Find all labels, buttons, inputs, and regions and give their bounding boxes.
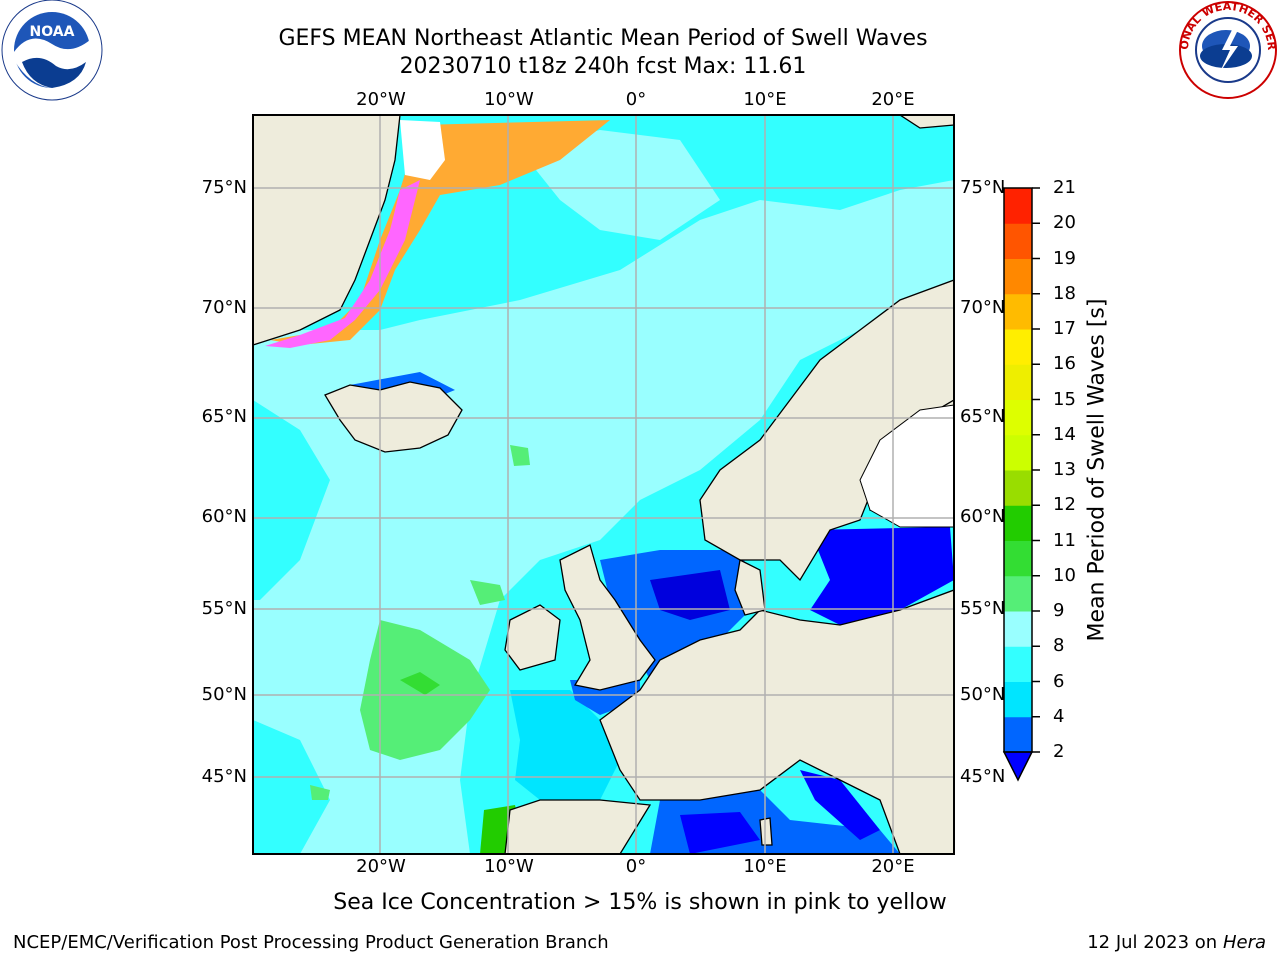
swell-region-9-10-b: [470, 580, 505, 605]
lat-label-left: 65°N: [201, 406, 247, 427]
swell-region-6-8-west: [253, 400, 330, 600]
colorbar-tick-label: 4: [1053, 705, 1065, 727]
colorbar-segment: [1004, 258, 1032, 295]
colorbar-tick-label: 21: [1053, 177, 1076, 198]
chart-subtitle: 20230710 t18z 240h fcst Max: 11.61: [399, 54, 807, 79]
lat-label-right: 75°N: [960, 177, 1006, 198]
swell-region-under2-med: [680, 812, 760, 854]
lon-label-top: 10°W: [484, 89, 534, 110]
colorbar-segment: [1004, 434, 1032, 471]
sea-ice-band-inner: [265, 180, 420, 348]
land-ireland: [504, 604, 561, 671]
land-svalbard: [898, 115, 954, 129]
lon-label-top: 20°W: [356, 89, 406, 110]
lat-label-right: 45°N: [960, 766, 1006, 787]
land-iceland: [324, 381, 463, 453]
sea-ice-white: [400, 120, 445, 180]
lat-label-left: 70°N: [201, 297, 247, 318]
noaa-logo-text: NOAA: [30, 24, 75, 40]
lat-label-left: 60°N: [201, 506, 247, 527]
footer-date-text: 12 Jul 2023 on: [1087, 932, 1223, 953]
lon-label-bottom: 20°W: [356, 856, 406, 877]
colorbar-segment: [1004, 681, 1032, 718]
colorbar-segment: [1004, 646, 1032, 682]
swell-region-8-9-north: [520, 130, 720, 240]
lat-label-right: 65°N: [960, 406, 1006, 427]
map-frame: [252, 114, 955, 855]
colorbar: [1002, 187, 1040, 782]
footer-date: 12 Jul 2023 on Hera: [1087, 932, 1266, 953]
graticule: [253, 115, 954, 854]
colorbar-segment: [1004, 540, 1032, 577]
land-great-britain: [559, 544, 656, 691]
colorbar-tick-label: 6: [1053, 670, 1065, 692]
land-corsica: [759, 817, 773, 846]
chart-title: GEFS MEAN Northeast Atlantic Mean Period…: [278, 26, 928, 51]
sea-ice-note: Sea Ice Concentration > 15% is shown in …: [333, 890, 947, 915]
colorbar-segment: [1004, 329, 1032, 365]
colorbar-tick-label: 2: [1053, 741, 1065, 762]
colorbar-tick-label: 14: [1053, 423, 1076, 445]
nws-logo: NATIONAL WEATHER SERVICE: [1176, 0, 1278, 99]
swell-region-9-10-d: [310, 785, 330, 800]
swell-region-under2-baltic: [810, 527, 954, 625]
land-greenland: [253, 115, 401, 346]
lon-label-top: 10°E: [743, 89, 787, 110]
land-iberia: [504, 799, 652, 854]
lat-label-right: 50°N: [960, 684, 1006, 705]
lat-label-left: 55°N: [201, 598, 247, 619]
colorbar-segment: [1004, 364, 1032, 400]
colorbar-tick-label: 12: [1053, 494, 1076, 516]
masked-region-bothnia: [859, 404, 954, 528]
footer-credit: NCEP/EMC/Verification Post Processing Pr…: [13, 932, 609, 953]
lat-label-left: 50°N: [201, 684, 247, 705]
swell-region-9-10-c: [510, 445, 530, 466]
colorbar-segment: [1004, 223, 1032, 259]
land-europe: [599, 589, 954, 854]
swell-region-under2-adriatic: [800, 770, 880, 840]
lon-label-top: 20°E: [871, 89, 915, 110]
colorbar-tick-label: 8: [1053, 635, 1065, 657]
noaa-logo: NOAA: [1, 0, 103, 101]
lon-label-top: 0°: [625, 89, 647, 110]
colorbar-segment: [1004, 505, 1032, 541]
lon-label-bottom: 0°: [625, 856, 647, 877]
colorbar-segment: [1004, 716, 1032, 753]
colorbar-tick-label: 15: [1053, 388, 1076, 410]
colorbar-segment: [1004, 470, 1032, 506]
colorbar-segment: [1004, 611, 1032, 647]
lat-label-left: 75°N: [201, 177, 247, 198]
colorbar-segment: [1004, 575, 1032, 612]
colorbar-tick-label: 18: [1053, 282, 1076, 304]
colorbar-under-triangle: [1002, 751, 1034, 782]
colorbar-segment: [1004, 399, 1032, 436]
colorbar-segment: [1004, 188, 1032, 224]
lat-label-right: 60°N: [960, 506, 1006, 527]
colorbar-segment: [1004, 293, 1032, 330]
lon-label-bottom: 20°E: [871, 856, 915, 877]
swell-region-10-11: [400, 672, 440, 695]
colorbar-tick-label: 13: [1053, 459, 1076, 480]
colorbar-tick-label: 11: [1053, 529, 1076, 551]
swell-region-under2-northsea: [650, 570, 730, 620]
footer-machine: Hera: [1222, 932, 1266, 953]
colorbar-tick-label: 17: [1053, 318, 1076, 339]
colorbar-title: Mean Period of Swell Waves [s]: [1084, 298, 1110, 642]
colorbar-tick-label: 19: [1053, 247, 1076, 269]
swell-region-4-6-biscay: [510, 690, 620, 800]
colorbar-tick-label: 9: [1053, 600, 1065, 621]
lat-label-right: 55°N: [960, 598, 1006, 619]
land-denmark: [734, 559, 766, 616]
lon-label-bottom: 10°W: [484, 856, 534, 877]
lon-label-bottom: 10°E: [743, 856, 787, 877]
swell-region-6-8-south: [253, 720, 330, 854]
colorbar-tick-label: 16: [1053, 353, 1076, 375]
lat-label-left: 45°N: [201, 766, 247, 787]
lat-label-right: 70°N: [960, 297, 1006, 318]
colorbar-tick-label: 10: [1053, 564, 1076, 586]
colorbar-tick-label: 20: [1053, 212, 1076, 234]
